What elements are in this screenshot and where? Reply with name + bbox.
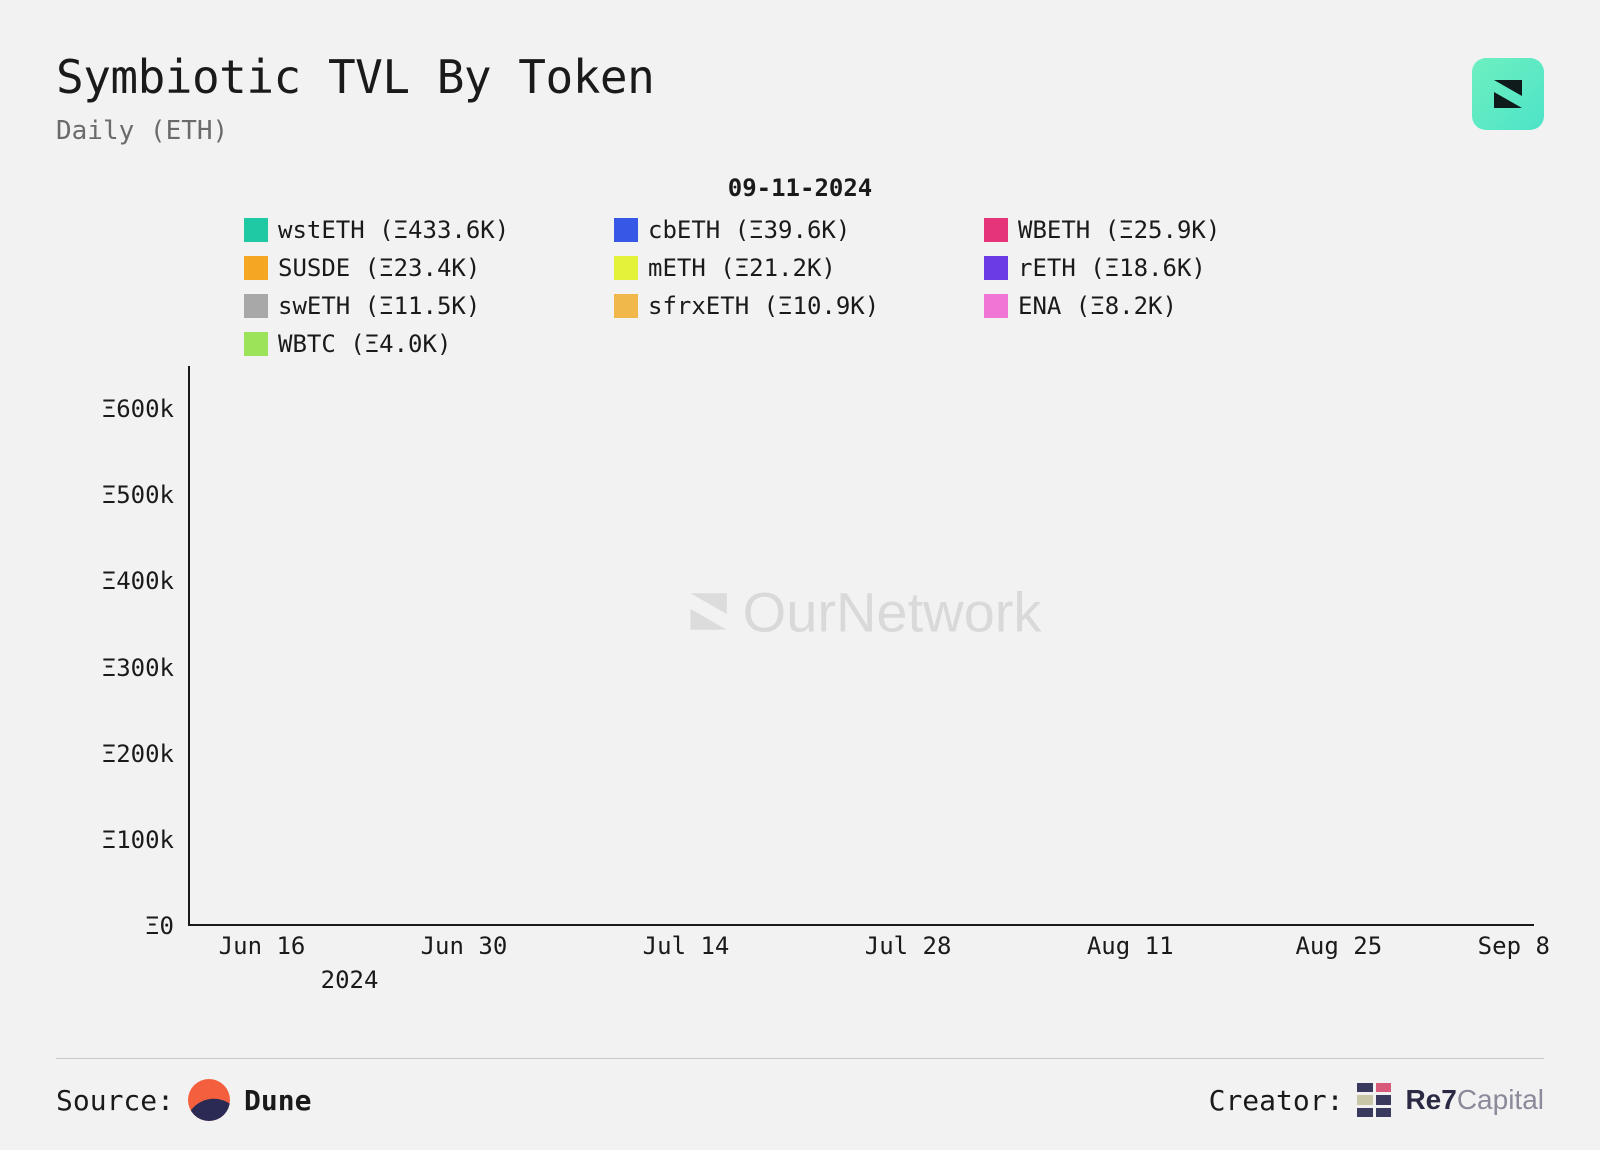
legend-swatch: [244, 332, 268, 356]
brand-logo-icon: [1472, 58, 1544, 130]
bars-container: [190, 366, 1534, 924]
x-tick-label: Jul 28: [865, 932, 952, 960]
page-title: Symbiotic TVL By Token: [56, 50, 654, 104]
legend-label: swETH (Ξ11.5K): [278, 292, 480, 320]
chart-date: 09-11-2024: [56, 174, 1544, 202]
re7-logo-icon: [1357, 1083, 1391, 1117]
legend-swatch: [984, 256, 1008, 280]
x-tick-label: Jun 30: [421, 932, 508, 960]
creator-name: Re7Capital: [1405, 1084, 1544, 1116]
legend-label: sfrxETH (Ξ10.9K): [648, 292, 879, 320]
legend-swatch: [614, 294, 638, 318]
legend-swatch: [984, 218, 1008, 242]
x-tick-label: Jul 14: [643, 932, 730, 960]
legend-item: cbETH (Ξ39.6K): [614, 216, 974, 244]
x-tick-label: Jun 16: [219, 932, 306, 960]
legend-swatch: [614, 256, 638, 280]
legend: wstETH (Ξ433.6K) cbETH (Ξ39.6K) WBETH (Ξ25…: [244, 216, 1344, 358]
y-tick-label: Ξ100k: [102, 826, 174, 854]
legend-label: WBTC (Ξ4.0K): [278, 330, 451, 358]
legend-item: ENA (Ξ8.2K): [984, 292, 1344, 320]
legend-item: WBETH (Ξ25.9K): [984, 216, 1344, 244]
x-tick-label: Aug 11: [1087, 932, 1174, 960]
dune-icon: [188, 1079, 230, 1121]
y-tick-label: Ξ500k: [102, 481, 174, 509]
legend-swatch: [244, 256, 268, 280]
legend-item: wstETH (Ξ433.6K): [244, 216, 604, 244]
legend-item: rETH (Ξ18.6K): [984, 254, 1344, 282]
plot: OurNetwork: [188, 366, 1534, 926]
legend-label: rETH (Ξ18.6K): [1018, 254, 1206, 282]
title-block: Symbiotic TVL By Token Daily (ETH): [56, 50, 654, 146]
chart-area: Ξ0 Ξ100k Ξ200k Ξ300k Ξ400k Ξ500k Ξ600k OurNetw…: [56, 366, 1544, 986]
x-tick-label: Sep 8: [1478, 932, 1550, 960]
legend-swatch: [244, 218, 268, 242]
footer-divider: [56, 1058, 1544, 1059]
source-name: Dune: [244, 1084, 311, 1117]
legend-item: sfrxETH (Ξ10.9K): [614, 292, 974, 320]
chart-card: Symbiotic TVL By Token Daily (ETH) 09-11…: [0, 0, 1600, 1150]
y-tick-label: Ξ300k: [102, 654, 174, 682]
legend-label: SUSDE (Ξ23.4K): [278, 254, 480, 282]
source-block: Source: Dune: [56, 1079, 311, 1121]
x-year-label: 2024: [321, 966, 379, 994]
legend-label: wstETH (Ξ433.6K): [278, 216, 509, 244]
legend-swatch: [614, 218, 638, 242]
creator-label: Creator:: [1209, 1084, 1344, 1117]
footer: Source: Dune Creator: Re7Capital: [56, 1079, 1544, 1121]
legend-swatch: [984, 294, 1008, 318]
x-tick-label: Aug 25: [1295, 932, 1382, 960]
page-subtitle: Daily (ETH): [56, 116, 654, 146]
creator-block: Creator: Re7Capital: [1209, 1083, 1544, 1117]
y-axis: Ξ0Ξ100kΞ200kΞ300kΞ400kΞ500kΞ600k: [56, 366, 182, 926]
header: Symbiotic TVL By Token Daily (ETH): [56, 50, 1544, 146]
x-axis: Jun 16Jun 30Jul 14Jul 28Aug 11Aug 25Sep …: [188, 926, 1534, 986]
legend-item: mETH (Ξ21.2K): [614, 254, 974, 282]
legend-label: cbETH (Ξ39.6K): [648, 216, 850, 244]
legend-item: swETH (Ξ11.5K): [244, 292, 604, 320]
y-tick-label: Ξ0: [145, 912, 174, 940]
legend-item: SUSDE (Ξ23.4K): [244, 254, 604, 282]
legend-label: mETH (Ξ21.2K): [648, 254, 836, 282]
legend-label: ENA (Ξ8.2K): [1018, 292, 1177, 320]
legend-swatch: [244, 294, 268, 318]
y-tick-label: Ξ400k: [102, 567, 174, 595]
source-label: Source:: [56, 1084, 174, 1117]
y-tick-label: Ξ200k: [102, 740, 174, 768]
legend-label: WBETH (Ξ25.9K): [1018, 216, 1220, 244]
legend-item: WBTC (Ξ4.0K): [244, 330, 604, 358]
y-tick-label: Ξ600k: [102, 395, 174, 423]
